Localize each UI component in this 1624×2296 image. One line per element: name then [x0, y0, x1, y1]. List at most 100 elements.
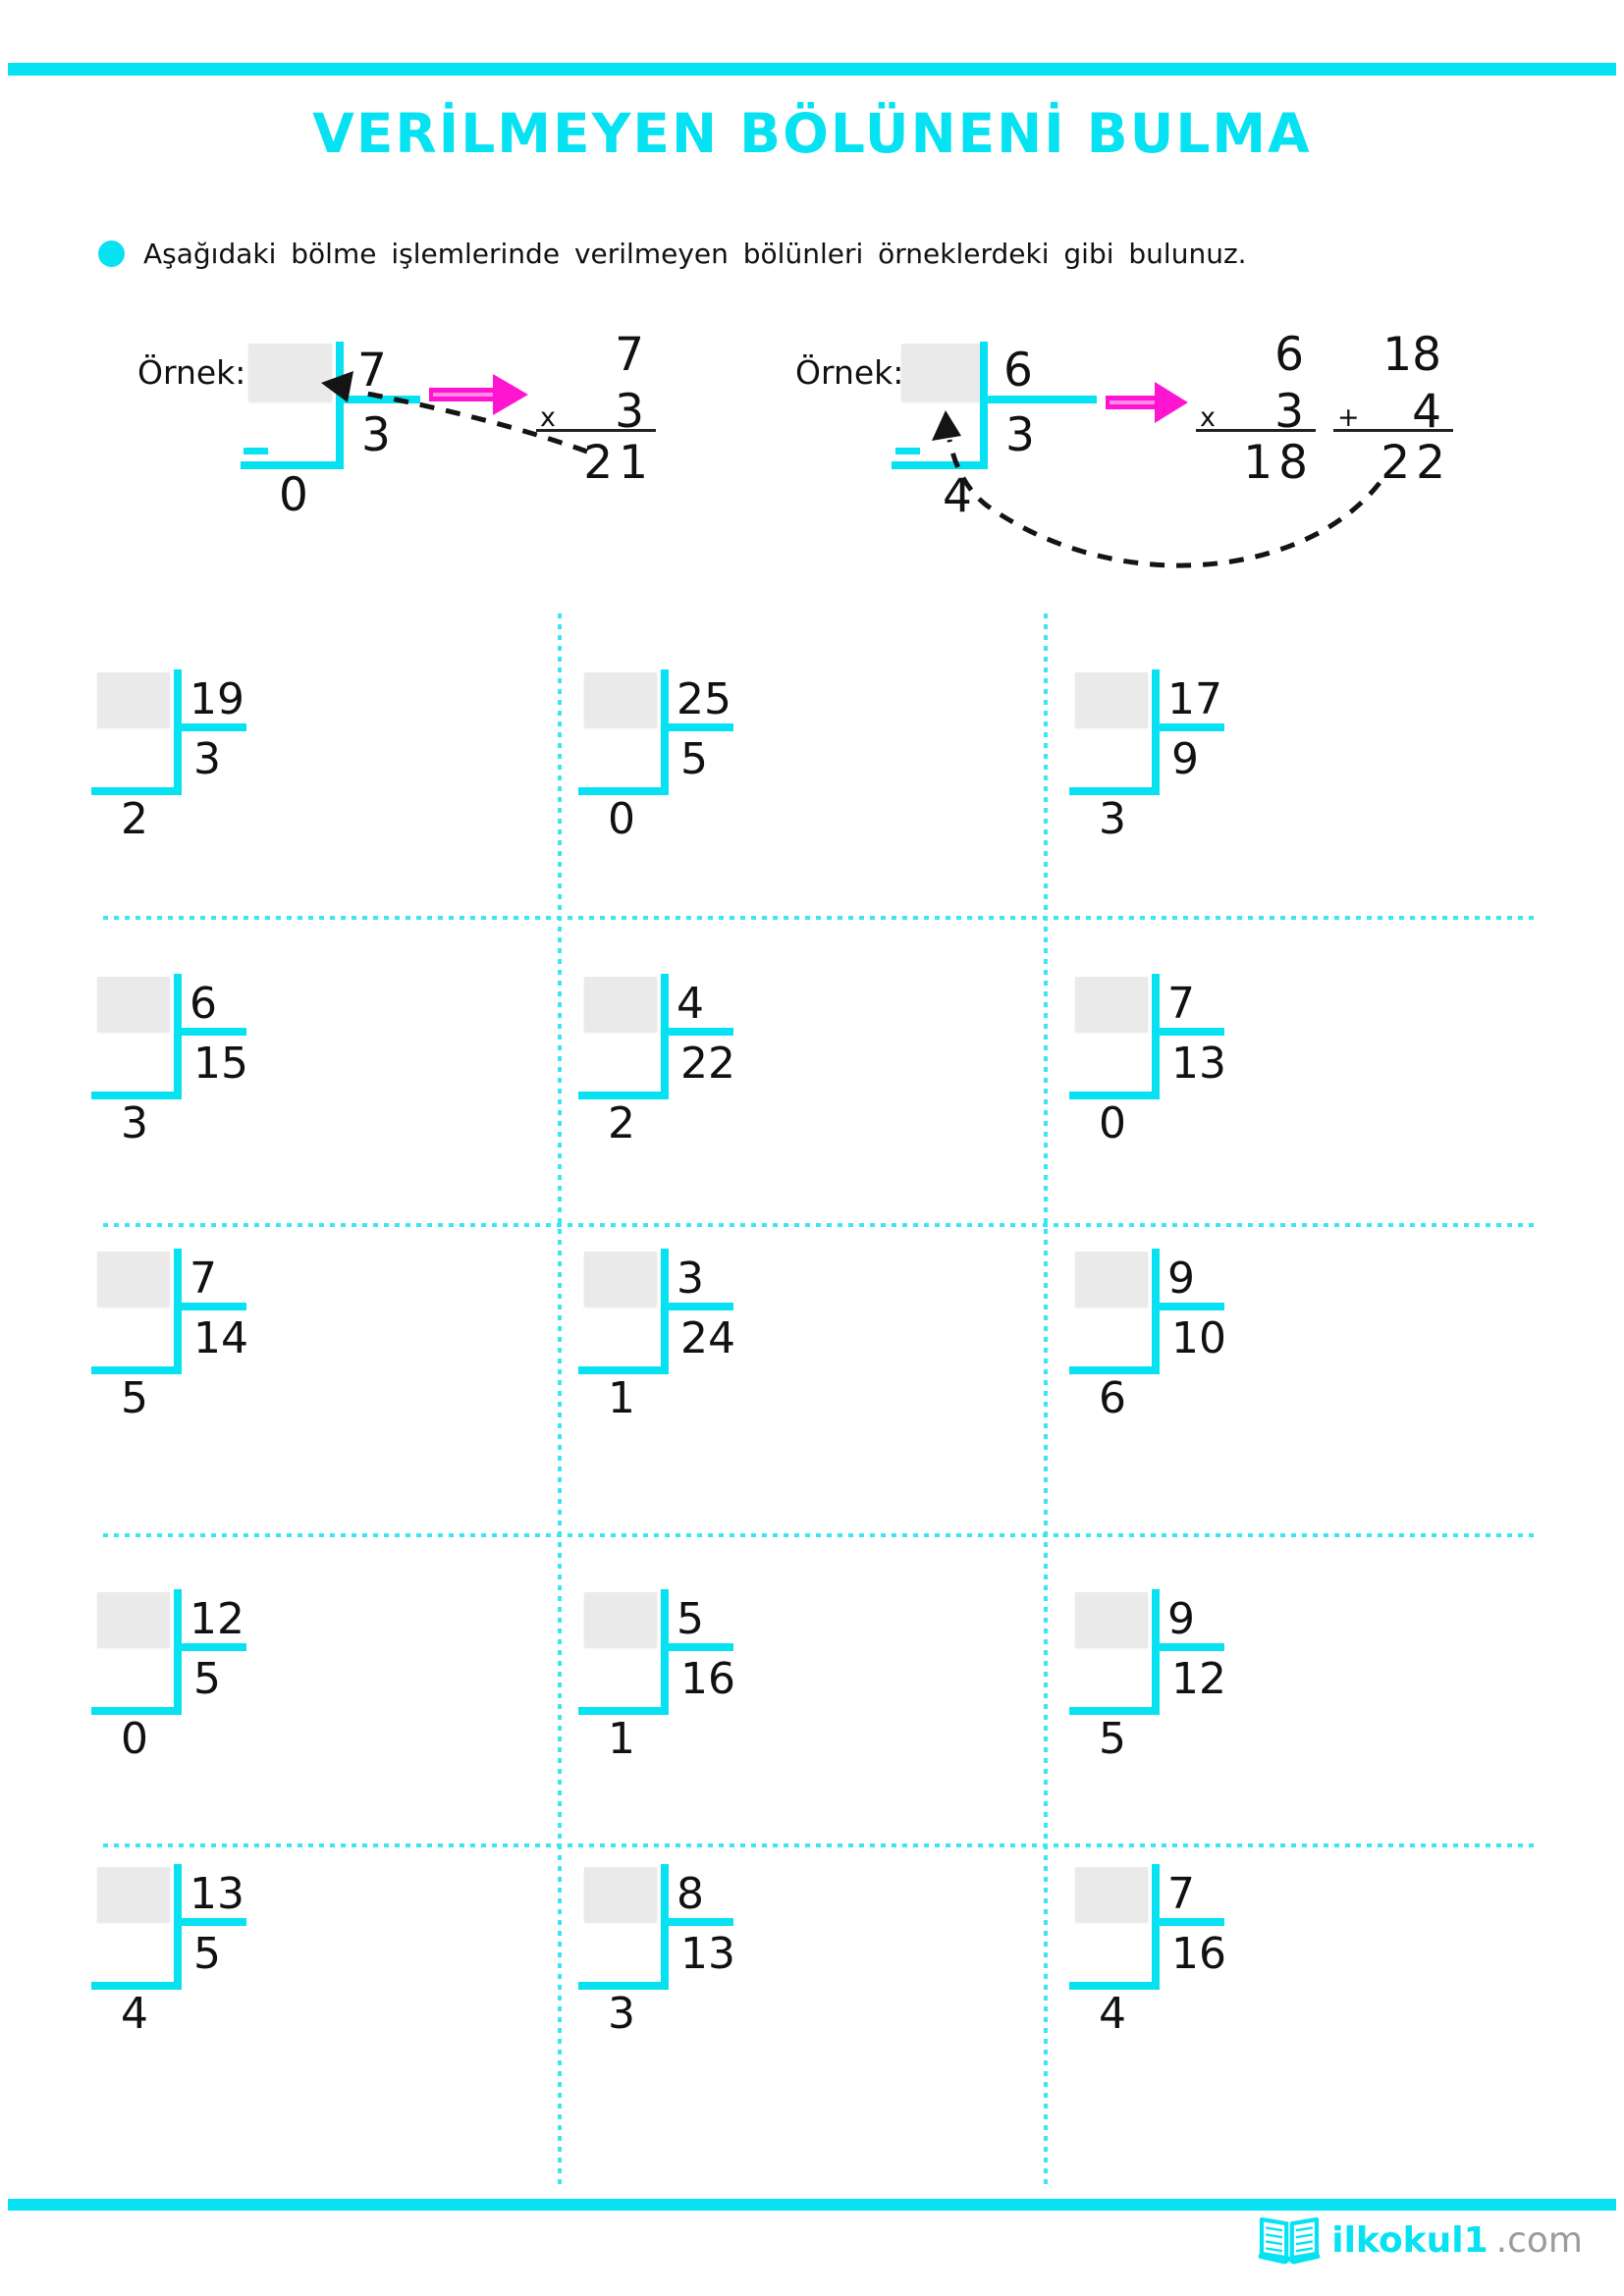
division-bracket-vertical — [174, 669, 182, 795]
instruction-text: Aşağıdaki bölme işlemlerinde verilmeyen … — [143, 238, 1247, 270]
quotient: 16 — [1171, 1929, 1226, 1979]
remainder: 6 — [1099, 1373, 1126, 1423]
dividend-answer-box[interactable] — [1075, 977, 1148, 1031]
division-bracket-vertical — [174, 1864, 182, 1990]
quotient: 13 — [1171, 1039, 1226, 1089]
dividend-answer-box[interactable] — [584, 1592, 657, 1646]
division-problem: 12 5 0 — [91, 1589, 333, 1764]
equals-line — [536, 429, 656, 432]
remainder-underline — [91, 1707, 182, 1715]
division-problem: 25 5 0 — [578, 669, 820, 844]
page-title: VERİLMEYEN BÖLÜNENİ BULMA — [312, 102, 1312, 165]
quotient: 5 — [193, 1929, 221, 1979]
remainder: 4 — [121, 1989, 148, 2039]
subtraction-minus-dash — [244, 448, 268, 454]
divisor: 9 — [1167, 1254, 1195, 1304]
dividend-answer-box[interactable] — [97, 977, 170, 1031]
remainder: 2 — [121, 794, 148, 844]
footer-accent-bar — [8, 2199, 1616, 2211]
product: 21 — [583, 436, 654, 490]
division-bracket-vertical — [980, 342, 988, 469]
division-bracket-vertical — [661, 1589, 669, 1715]
quotient: 14 — [193, 1313, 248, 1363]
division-bracket-horizontal — [667, 723, 733, 731]
remainder-underline — [578, 787, 669, 795]
remainder: 0 — [1099, 1098, 1126, 1148]
division-problem: 3 24 1 — [578, 1249, 820, 1423]
dividend-answer-box[interactable] — [1075, 1592, 1148, 1646]
quotient: 22 — [680, 1039, 735, 1089]
remainder: 3 — [1099, 794, 1126, 844]
dividend-answer-box[interactable] — [97, 1252, 170, 1306]
plus-sign: + — [1337, 402, 1360, 433]
divisor: 4 — [677, 979, 704, 1029]
remainder-underline — [1069, 787, 1160, 795]
dividend-answer-box[interactable] — [1075, 1252, 1148, 1306]
ornek-label: Örnek: — [795, 353, 904, 392]
dividend-answer-box[interactable] — [584, 1252, 657, 1306]
dividend-answer-box[interactable] — [584, 672, 657, 726]
division-problem: 7 14 5 — [91, 1249, 333, 1423]
dividend-answer-box[interactable] — [248, 344, 332, 400]
division-bracket-vertical — [1152, 1249, 1160, 1374]
footer-logo[interactable]: ilkokul1 .com — [1255, 2213, 1583, 2268]
remainder: 5 — [121, 1373, 148, 1423]
division-problem: 6 15 3 — [91, 974, 333, 1148]
equals-line — [1333, 429, 1453, 432]
division-bracket-vertical — [174, 1589, 182, 1715]
top-accent-bar — [8, 63, 1616, 76]
sum: 22 — [1380, 436, 1451, 490]
dividend-answer-box[interactable] — [97, 1867, 170, 1921]
quotient: 15 — [193, 1039, 248, 1089]
remainder-underline — [892, 461, 988, 469]
divisor: 5 — [677, 1594, 704, 1644]
quotient: 12 — [1171, 1654, 1226, 1704]
remainder: 4 — [943, 469, 972, 523]
remainder: 3 — [608, 1989, 635, 2039]
division-bracket-vertical — [336, 342, 344, 469]
remainder: 0 — [608, 794, 635, 844]
divisor: 6 — [189, 979, 217, 1029]
remainder: 5 — [1099, 1714, 1126, 1764]
remainder-underline — [578, 1982, 669, 1990]
division-bracket-horizontal — [1158, 723, 1224, 731]
division-bracket-vertical — [174, 974, 182, 1099]
remainder-underline — [1069, 1092, 1160, 1099]
division-bracket-vertical — [661, 669, 669, 795]
quotient: 3 — [1005, 408, 1035, 462]
division-bracket-vertical — [1152, 974, 1160, 1099]
remainder-underline — [91, 1092, 182, 1099]
division-bracket-vertical — [1152, 1864, 1160, 1990]
remainder-underline — [1069, 1366, 1160, 1374]
division-bracket-horizontal — [980, 396, 1097, 403]
dividend-answer-box[interactable] — [584, 977, 657, 1031]
addition-column: 18 + 4 22 — [1333, 332, 1453, 489]
divisor: 7 — [357, 344, 387, 398]
remainder: 2 — [608, 1098, 635, 1148]
remainder: 4 — [1099, 1989, 1126, 2039]
dividend-answer-box[interactable] — [1075, 1867, 1148, 1921]
division-bracket-horizontal — [667, 1028, 733, 1036]
dividend-answer-box[interactable] — [584, 1867, 657, 1921]
remainder-underline — [1069, 1707, 1160, 1715]
multiply-sign: x — [540, 402, 556, 433]
product: 18 — [1243, 436, 1314, 490]
divisor: 7 — [189, 1254, 217, 1304]
multiplication-column: 6 x 3 18 — [1196, 332, 1316, 489]
divisor: 7 — [1167, 1869, 1195, 1919]
multiplier: 3 — [1274, 385, 1304, 439]
dividend-answer-box[interactable] — [97, 672, 170, 726]
divisor: 6 — [1003, 344, 1033, 398]
bullet-dot-icon — [98, 240, 125, 267]
dividend-answer-box[interactable] — [1075, 672, 1148, 726]
quotient: 5 — [680, 734, 708, 784]
division-bracket-horizontal — [180, 1918, 246, 1926]
dividend-answer-box[interactable] — [901, 344, 980, 400]
equals-line — [1196, 429, 1316, 432]
multiplicand: 6 — [1274, 328, 1304, 382]
division-problem: 9 12 5 — [1069, 1589, 1311, 1764]
division-bracket-horizontal — [667, 1303, 733, 1310]
dividend-answer-box[interactable] — [97, 1592, 170, 1646]
division-bracket-horizontal — [336, 396, 420, 403]
